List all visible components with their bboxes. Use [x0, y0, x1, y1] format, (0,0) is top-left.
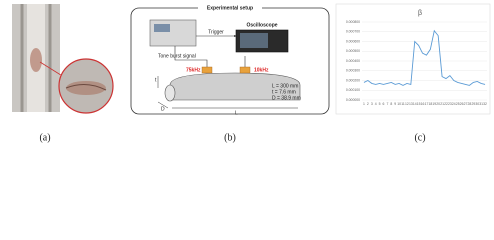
- y-tick-label: 0.000100: [346, 88, 360, 92]
- x-tick-label: 28: [468, 102, 472, 106]
- figure: (a) Experimental setup Trigger Oscillosc…: [12, 3, 491, 143]
- diagram-label: Tone burst signal: [158, 53, 196, 59]
- setup-diagram: [130, 3, 330, 115]
- diagram-label: D = 38.9 mm: [272, 95, 301, 101]
- y-tick-label: 0.000600: [346, 39, 360, 43]
- y-tick-label: 0.000500: [346, 49, 360, 53]
- x-tick-label: 24: [452, 102, 456, 106]
- caption: (a): [39, 132, 50, 143]
- y-tick-label: 0.000300: [346, 69, 360, 73]
- diagram-label: Trigger: [208, 29, 224, 35]
- y-tick-label: 0.000700: [346, 30, 360, 34]
- x-tick-label: 3: [371, 102, 373, 106]
- x-tick-label: 7: [386, 102, 388, 106]
- y-tick-label: 0.000000: [346, 98, 360, 102]
- x-tick-label: 22: [444, 102, 448, 106]
- x-tick-label: 20: [436, 102, 440, 106]
- x-tick-label: 10: [397, 102, 401, 106]
- caption: (c): [414, 132, 425, 143]
- x-tick-label: 2: [367, 102, 369, 106]
- x-tick-label: 11: [401, 102, 405, 106]
- x-tick-label: 5: [379, 102, 381, 106]
- x-tick-label: 18: [428, 102, 432, 106]
- photo: [12, 4, 114, 114]
- diagram-label: D: [161, 106, 165, 112]
- diagram-label: t: [155, 77, 157, 83]
- x-tick-label: 6: [383, 102, 385, 106]
- x-tick-label: 4: [375, 102, 377, 106]
- x-tick-label: 25: [456, 102, 460, 106]
- x-tick-label: 29: [471, 102, 475, 106]
- caption: (b): [224, 132, 236, 143]
- x-tick-label: 19: [432, 102, 436, 106]
- diagram-label: L = 300 mm: [272, 83, 298, 89]
- chart-title: β: [418, 10, 422, 17]
- x-tick-label: 30: [475, 102, 479, 106]
- x-tick-label: 31: [479, 102, 483, 106]
- x-tick-label: 8: [390, 102, 392, 106]
- diagram-label: t = 7.6 mm: [272, 89, 296, 95]
- x-tick-label: 26: [460, 102, 464, 106]
- diagram-label: 10kHz: [254, 67, 269, 73]
- diagram-label: L: [235, 110, 238, 116]
- data-line: [363, 29, 486, 86]
- x-tick-label: 15: [417, 102, 421, 106]
- y-tick-label: 0.000200: [346, 78, 360, 82]
- x-tick-label: 32: [483, 102, 487, 106]
- x-tick-label: 16: [421, 102, 425, 106]
- x-tick-label: 21: [440, 102, 444, 106]
- x-tick-label: 17: [425, 102, 429, 106]
- y-tick-label: 0.000400: [346, 59, 360, 63]
- x-tick-label: 9: [394, 102, 396, 106]
- x-tick-label: 27: [464, 102, 468, 106]
- diagram-title: Experimental setup: [207, 5, 253, 11]
- figure-canvas: (a) Experimental setup Trigger Oscillosc…: [12, 3, 491, 143]
- x-tick-label: 1: [363, 102, 365, 106]
- diagram-label: Oscilloscope: [246, 22, 277, 28]
- x-tick-label: 14: [413, 102, 417, 106]
- x-tick-label: 23: [448, 102, 452, 106]
- x-tick-label: 12: [405, 102, 409, 106]
- x-tick-label: 13: [409, 102, 413, 106]
- y-tick-label: 0.000800: [346, 20, 360, 24]
- diagram-label: 75kHz: [186, 67, 201, 73]
